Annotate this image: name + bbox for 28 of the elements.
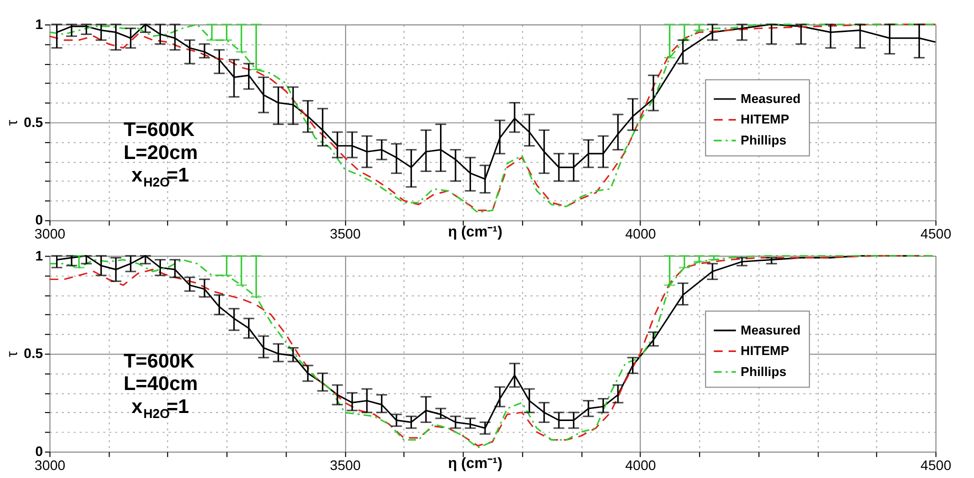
y-axis-title: τ [4,120,21,126]
y-tick-label: 0.5 [24,345,44,362]
x-tick-label: 4000 [625,226,656,242]
legend-label: Phillips [740,364,786,379]
x-axis-title: η (cm⁻¹) [448,456,502,472]
y-tick-label: 1 [35,16,44,32]
y-tick-label: 0 [35,443,44,460]
legend-label: Measured [740,90,801,106]
y-tick-label: 0 [35,212,44,228]
x-tick-label: 3500 [330,226,361,242]
x-tick-label: 4000 [625,456,656,473]
legend-label: Measured [740,322,801,338]
legend-label: Phillips [740,132,786,148]
annotation: L=40cm [124,373,198,396]
legend-label: HITEMP [740,112,790,127]
x-tick-label: 4500 [920,456,952,473]
x-tick-label: 3000 [34,456,66,473]
x-tick-label: 4500 [920,226,952,242]
legend-label: HITEMP [740,343,790,358]
annotation: T=600K [124,119,196,142]
x-tick-label: 3000 [34,226,66,242]
annotation: L=20cm [124,142,198,164]
annotation: T=600K [124,350,196,372]
x-axis-title: η (cm⁻¹) [448,224,502,241]
x-tick-label: 3500 [330,456,361,473]
y-axis-title: τ [4,351,21,358]
y-tick-label: 1 [35,247,44,264]
y-tick-label: 0.5 [24,114,44,130]
